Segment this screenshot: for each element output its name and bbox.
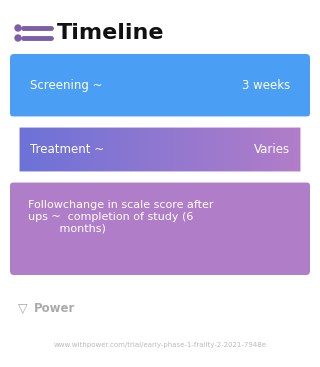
Text: Treatment ~: Treatment ~ [30,143,104,156]
FancyBboxPatch shape [10,54,310,117]
Text: Power: Power [34,302,76,315]
Text: Followchange in scale score after
ups ~  completion of study (6
         months): Followchange in scale score after ups ~ … [28,200,213,233]
Circle shape [15,35,21,41]
FancyBboxPatch shape [10,182,310,275]
Text: Screening ~: Screening ~ [30,79,102,92]
Text: 3 weeks: 3 weeks [242,79,290,92]
Text: www.withpower.com/trial/early-phase-1-frailty-2-2021-7948e: www.withpower.com/trial/early-phase-1-fr… [53,342,267,348]
Text: ▽: ▽ [18,302,28,315]
Text: Varies: Varies [254,143,290,156]
Circle shape [15,25,21,31]
Text: Timeline: Timeline [57,23,164,43]
